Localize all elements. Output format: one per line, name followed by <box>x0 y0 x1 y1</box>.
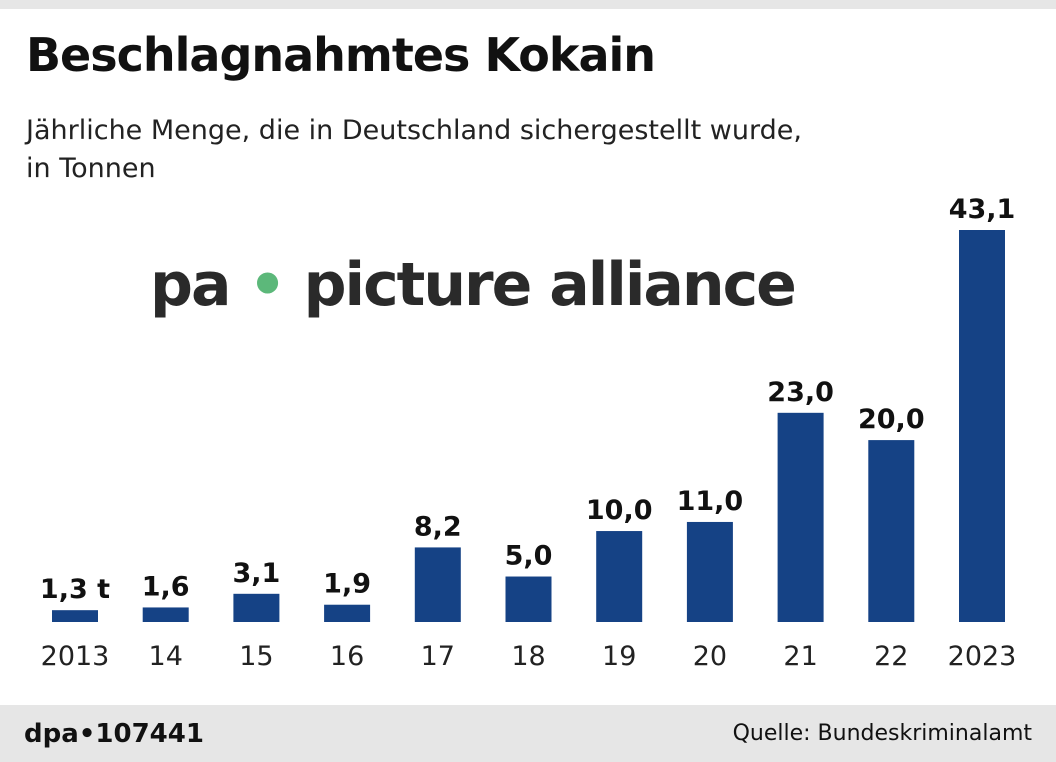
chart-subtitle: Jährliche Menge, die in Deutschland sich… <box>26 112 976 188</box>
watermark-left: pa <box>150 250 231 320</box>
x-tick-label: 17 <box>421 641 455 672</box>
x-tick-label: 15 <box>239 641 273 672</box>
value-label: 1,9 <box>323 569 371 600</box>
bar-21 <box>777 412 824 622</box>
bar-18 <box>505 576 552 622</box>
x-tick-label: 22 <box>874 641 908 672</box>
bar-14 <box>142 607 189 622</box>
value-label: 3,1 <box>232 558 280 589</box>
bar-16 <box>324 604 371 622</box>
chart-title: Beschlagnahmtes Kokain <box>26 28 656 82</box>
value-label: 43,1 <box>949 194 1016 225</box>
value-label: 20,0 <box>858 404 925 435</box>
source: Quelle: Bundeskriminalamt <box>732 721 1032 746</box>
credit: dpa•107441 <box>24 719 204 749</box>
x-tick-label: 2023 <box>948 641 1017 672</box>
watermark-right: picture alliance <box>303 250 797 320</box>
value-label: 8,2 <box>414 511 462 542</box>
x-tick-label: 20 <box>693 641 727 672</box>
x-tick-label: 21 <box>783 641 817 672</box>
value-label: 23,0 <box>767 377 834 408</box>
bar-19 <box>596 531 643 622</box>
value-label: 10,0 <box>586 495 653 526</box>
watermark: pa • picture alliance <box>150 250 797 320</box>
bar-chart: 1,3 t 2013 1,6 14 3,1 15 1,9 16 8,2 17 5,0 18 10,0 19… <box>40 194 1017 672</box>
footer: dpa•107441 Quelle: Bundeskriminalamt <box>0 705 1056 762</box>
value-label: 5,0 <box>505 541 553 572</box>
bar-2013 <box>52 610 98 622</box>
bar-15 <box>233 593 280 622</box>
subtitle-line-1: Jährliche Menge, die in Deutschland sich… <box>26 115 802 146</box>
value-label: 11,0 <box>677 486 744 517</box>
x-tick-label: 14 <box>149 641 183 672</box>
value-label: 1,3 t <box>40 574 110 605</box>
bar-22 <box>868 440 915 622</box>
watermark-dot: • <box>248 250 286 320</box>
x-tick-label: 19 <box>602 641 636 672</box>
bar-17 <box>414 547 461 622</box>
subtitle-line-2: in Tonnen <box>26 153 156 184</box>
value-label: 1,6 <box>142 571 190 602</box>
x-tick-label: 18 <box>511 641 545 672</box>
bar-2023 <box>959 230 1005 622</box>
bar-20 <box>686 521 733 622</box>
x-tick-label: 16 <box>330 641 364 672</box>
x-tick-label: 2013 <box>41 641 110 672</box>
top-strip <box>0 0 1056 9</box>
